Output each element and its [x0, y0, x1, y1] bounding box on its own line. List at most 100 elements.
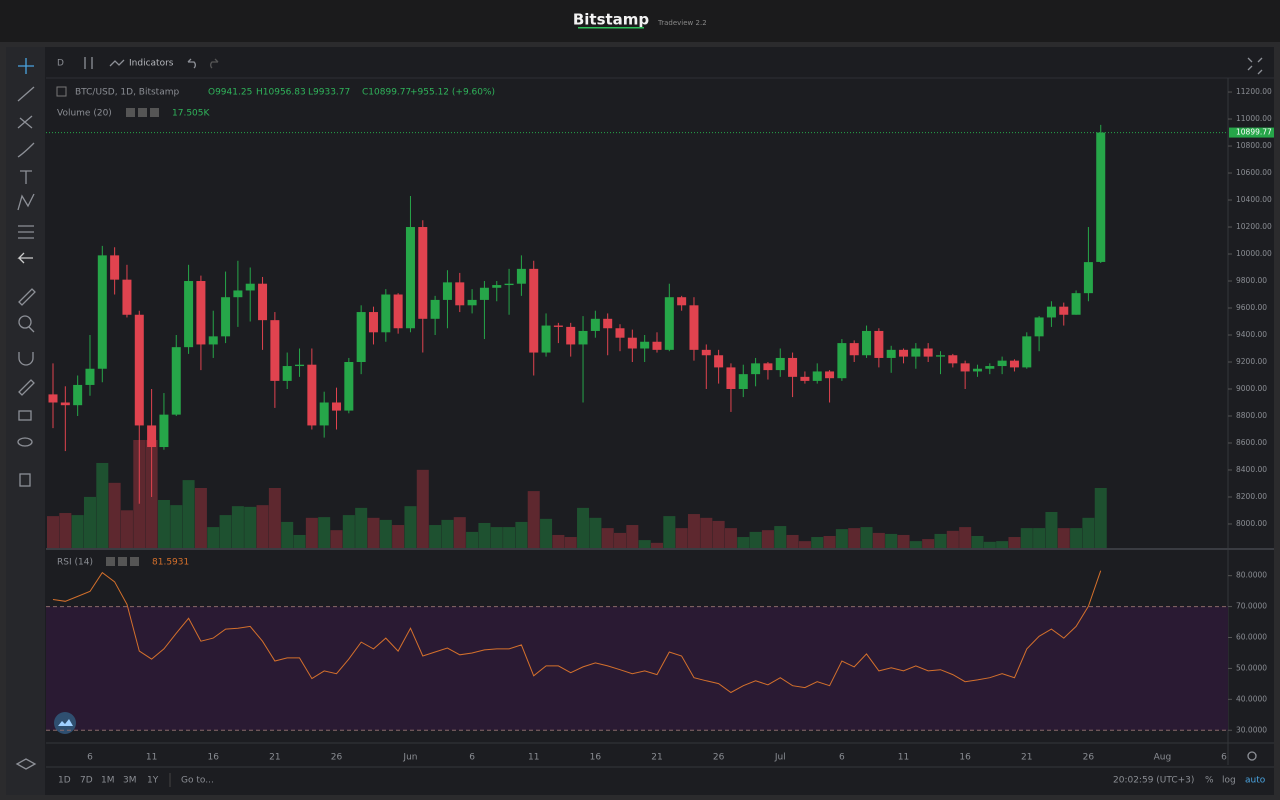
candle-body	[504, 283, 514, 286]
logo-mark	[58, 719, 73, 726]
candle-body	[344, 361, 354, 411]
candle-body	[85, 368, 95, 385]
y-tick-label: 10400.00	[1236, 195, 1272, 204]
candle-body	[110, 255, 120, 280]
x-tick-label: 6	[1221, 753, 1227, 763]
candle-body	[763, 363, 773, 371]
undo-icon[interactable]	[187, 58, 196, 69]
volume-bar	[244, 506, 257, 548]
volume-bar	[157, 500, 170, 548]
volume-bar	[1008, 537, 1021, 548]
candle-body	[356, 312, 366, 362]
x-tick-label: Aug	[1154, 753, 1172, 763]
volume-bar	[355, 507, 368, 548]
y-tick-label: 60.0000	[1236, 632, 1267, 641]
candle-body	[529, 268, 539, 353]
candle-body	[935, 355, 945, 357]
candle-body	[603, 318, 613, 329]
volume-bar	[650, 542, 663, 548]
volume-bar	[675, 528, 688, 548]
volume-bar	[922, 539, 935, 548]
candle-body	[849, 343, 859, 356]
rsi-legend-buttons[interactable]	[106, 557, 139, 566]
auto-button[interactable]: auto	[1245, 776, 1266, 786]
brand[interactable]: Bitstamp	[573, 11, 650, 29]
range-button[interactable]: 3M	[123, 776, 137, 786]
volume-bar	[342, 515, 355, 548]
volume-bar	[83, 496, 96, 548]
volume-value: 17.505K	[172, 109, 210, 119]
candle-body	[862, 330, 872, 356]
interval-button[interactable]: D	[57, 59, 64, 69]
range-button[interactable]: 7D	[80, 776, 93, 786]
y-tick-label: 30.0000	[1236, 725, 1267, 734]
tool-icons[interactable]	[15, 58, 37, 770]
volume-bar	[281, 521, 294, 548]
x-tick-label: 11	[898, 753, 909, 763]
candle-body	[405, 227, 415, 329]
volume-bar	[515, 521, 528, 548]
candle-body	[270, 320, 280, 381]
candle-body	[689, 305, 699, 350]
volume-bar	[712, 520, 725, 548]
y-tick-label: 8800.00	[1236, 411, 1267, 420]
volume-bar	[490, 527, 503, 548]
fullscreen-icon[interactable]	[1247, 57, 1263, 75]
candle-body	[886, 349, 896, 358]
x-tick-label: 6	[469, 753, 475, 763]
range-button[interactable]: 1M	[101, 776, 115, 786]
candle-body	[258, 283, 268, 321]
volume-bar	[47, 516, 59, 548]
volume-bar	[318, 517, 331, 548]
percent-button[interactable]: %	[1205, 776, 1214, 786]
x-tick-label: 21	[651, 753, 662, 763]
chart-type-icon[interactable]	[84, 57, 93, 69]
rsi-line	[52, 570, 1102, 694]
candle-body	[911, 348, 921, 357]
volume-bar	[305, 517, 318, 548]
candle-body	[738, 374, 748, 389]
volume-bar	[1045, 512, 1058, 548]
version: Tradeview 2.2	[657, 19, 707, 27]
volume-bar	[552, 534, 565, 548]
logo-badge[interactable]	[54, 712, 76, 734]
volume-bar	[872, 532, 885, 548]
x-tick-label: 21	[269, 753, 280, 763]
x-tick-label: 21	[1021, 753, 1032, 763]
volume-bar	[1057, 528, 1070, 548]
volume-bar	[700, 517, 713, 548]
left-toolbar	[6, 47, 45, 795]
volume-bar	[256, 505, 269, 548]
y-tick-label: 50.0000	[1236, 663, 1267, 672]
range-button[interactable]: 1D	[58, 776, 71, 786]
candle-body	[393, 294, 403, 329]
candle-body	[874, 330, 884, 358]
settings-icon[interactable]	[1247, 751, 1257, 761]
candle-body	[319, 402, 329, 426]
x-tick-label: 16	[959, 753, 971, 763]
range-button[interactable]: 1Y	[147, 776, 159, 786]
volume-bar	[786, 534, 799, 548]
candle-body	[701, 349, 711, 356]
volume-bar	[1020, 528, 1033, 548]
volume-bar	[120, 510, 133, 548]
y-tick-label: 80.0000	[1236, 571, 1267, 580]
y-tick-label: 11000.00	[1236, 114, 1272, 123]
y-tick-label: 9000.00	[1236, 384, 1267, 393]
goto-button[interactable]: Go to...	[181, 776, 214, 786]
candle-body	[368, 312, 378, 333]
redo-icon[interactable]	[210, 58, 219, 69]
volume-bar	[614, 532, 627, 548]
candle-body	[430, 299, 440, 319]
volume-bar	[909, 541, 922, 548]
indicators-icon[interactable]	[109, 59, 125, 67]
collapse-icon[interactable]	[56, 86, 67, 97]
volume-bar	[194, 488, 207, 548]
indicators-button[interactable]: Indicators	[129, 59, 174, 69]
candle-body	[97, 255, 107, 369]
volume-bar	[823, 536, 836, 548]
log-button[interactable]: log	[1222, 776, 1236, 786]
volume-legend-buttons[interactable]	[126, 108, 159, 117]
candle-body	[1096, 132, 1106, 262]
